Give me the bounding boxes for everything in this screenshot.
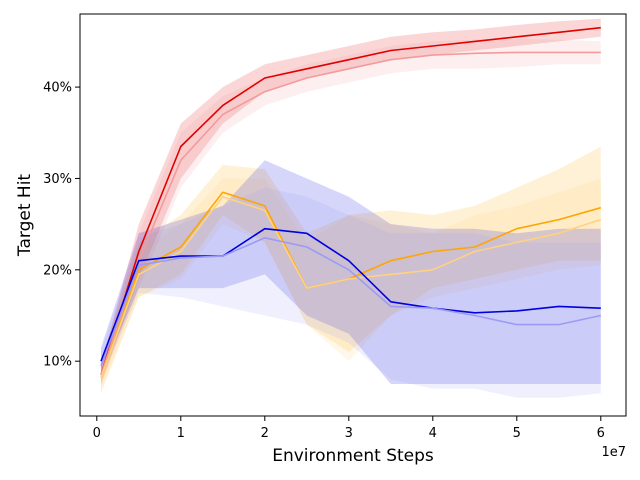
y-axis-label: Target Hit xyxy=(15,174,35,258)
series-line-blue xyxy=(100,227,601,362)
x-tick-label: 0 xyxy=(93,426,101,441)
x-offset-label: 1e7 xyxy=(601,445,626,460)
plot-frame xyxy=(79,13,627,417)
band-orange xyxy=(101,146,601,394)
y-tick-label: 40% xyxy=(43,81,72,96)
x-tick-label: 1 xyxy=(177,426,185,441)
y-tick-label: 30% xyxy=(43,172,72,187)
y-axis-ticks: 10% 20% 30% 40% xyxy=(43,81,80,370)
series-line-red-light xyxy=(100,51,601,376)
x-tick-label: 6 xyxy=(597,426,605,441)
series-line-blue-light xyxy=(100,237,601,367)
series-line-red xyxy=(100,26,601,376)
x-axis-ticks: 0 1 2 3 4 5 6 xyxy=(93,416,605,441)
x-tick-label: 3 xyxy=(345,426,353,441)
series-lines xyxy=(100,26,602,378)
x-tick-label: 5 xyxy=(513,426,521,441)
band-orange-light xyxy=(101,178,601,389)
x-tick-label: 2 xyxy=(261,426,269,441)
series-line-orange-light xyxy=(100,195,602,378)
band-red-light xyxy=(101,38,601,384)
y-tick-label: 20% xyxy=(43,263,72,278)
band-blue-light xyxy=(101,187,601,398)
y-tick-label: 10% xyxy=(43,355,72,370)
band-red xyxy=(101,18,601,384)
x-tick-label: 4 xyxy=(429,426,437,441)
x-axis-label: Environment Steps xyxy=(272,446,434,466)
confidence-bands xyxy=(101,18,601,398)
